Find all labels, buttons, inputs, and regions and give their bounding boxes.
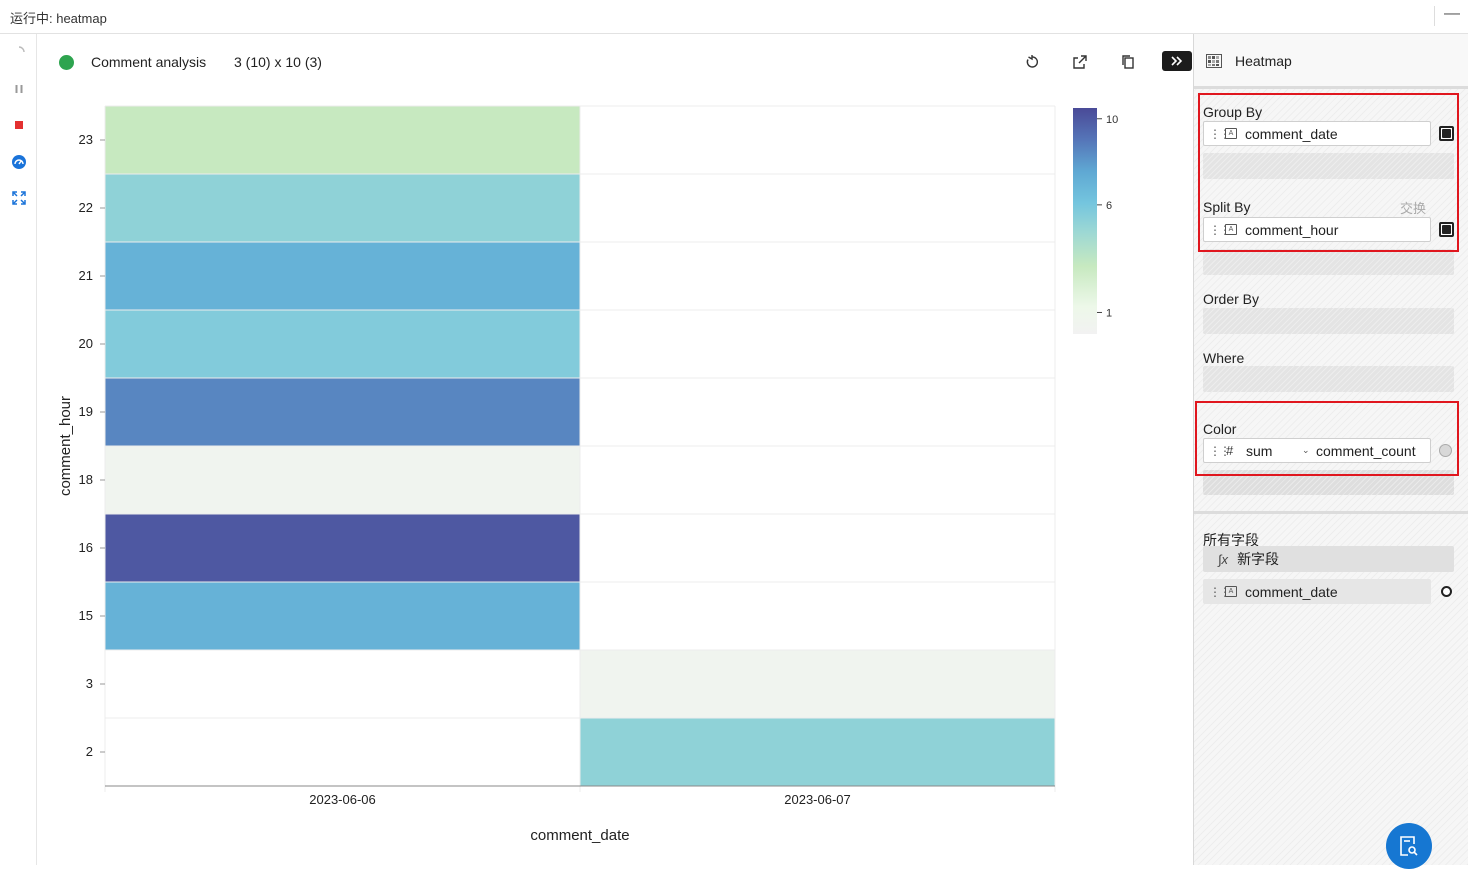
stop-icon[interactable] xyxy=(10,116,28,134)
y-tick-label: 19 xyxy=(79,404,93,419)
field-item-comment-date[interactable]: ⋮⋮ A comment_date xyxy=(1203,579,1431,604)
group-by-field-pill[interactable]: ⋮⋮ A comment_date xyxy=(1203,121,1431,146)
heatmap-cell xyxy=(105,106,580,174)
inspect-fab-button[interactable] xyxy=(1386,823,1432,869)
collapse-panel-button[interactable] xyxy=(1162,51,1192,71)
y-tick-label: 16 xyxy=(79,540,93,555)
panel-title: Heatmap xyxy=(1235,53,1292,69)
y-tick-label: 23 xyxy=(79,132,93,147)
swap-button[interactable]: 交换 xyxy=(1400,201,1427,216)
split-by-toggle[interactable] xyxy=(1439,222,1454,237)
order-by-label: Order By xyxy=(1203,291,1260,307)
split-by-field-pill[interactable]: ⋮⋮ A comment_hour xyxy=(1203,217,1431,242)
window-title: 运行中: heatmap xyxy=(10,11,107,26)
y-tick-labels: 23 22 21 20 19 18 16 15 3 2 xyxy=(79,132,105,759)
colorbar xyxy=(1073,108,1097,334)
color-field-name: comment_count xyxy=(1316,442,1416,459)
group-by-label: Group By xyxy=(1203,104,1263,120)
y-tick-label: 3 xyxy=(86,676,93,691)
function-icon: ∫x xyxy=(1218,551,1229,567)
order-by-dropzone[interactable] xyxy=(1203,308,1454,334)
color-field-pill[interactable]: ⋮⋮ # sum ⌄ comment_count xyxy=(1203,438,1431,463)
group-by-field-name: comment_date xyxy=(1245,125,1338,142)
colorbar-ticks: 10 6 1 xyxy=(1097,114,1118,319)
heatmap-icon xyxy=(1206,54,1222,73)
window-title-bar: 运行中: heatmap — xyxy=(0,0,1468,34)
copy-icon[interactable] xyxy=(1118,52,1138,72)
heatmap-cell xyxy=(105,242,580,310)
drag-handle-icon[interactable]: ⋮⋮ xyxy=(1209,584,1231,599)
string-type-icon: A xyxy=(1225,224,1237,235)
where-dropzone[interactable] xyxy=(1203,366,1454,392)
split-by-dropzone[interactable] xyxy=(1203,249,1454,275)
colorbar-tick-label: 6 xyxy=(1106,200,1112,212)
x-tick-label: 2023-06-06 xyxy=(309,792,376,807)
string-type-icon: A xyxy=(1225,128,1237,139)
heatmap-cell xyxy=(105,174,580,242)
chart-dimensions: 3 (10) x 10 (3) xyxy=(234,54,322,70)
heatmap-cell xyxy=(105,446,580,514)
field-item-name: comment_date xyxy=(1245,583,1338,600)
new-field-label: 新字段 xyxy=(1237,551,1280,567)
panel-header: Heatmap xyxy=(1194,34,1468,89)
heatmap-cells xyxy=(105,106,1055,786)
string-type-icon: A xyxy=(1225,586,1237,597)
where-label: Where xyxy=(1203,350,1245,366)
heatmap-cell xyxy=(105,514,580,582)
colorbar-tick-label: 1 xyxy=(1106,307,1112,319)
chevron-down-icon[interactable]: ⌄ xyxy=(1302,445,1310,455)
heatmap-cell xyxy=(105,310,580,378)
number-type-icon: # xyxy=(1226,443,1234,458)
left-toolbar xyxy=(0,34,37,865)
group-by-dropzone[interactable] xyxy=(1203,153,1454,179)
title-divider xyxy=(1434,6,1435,26)
refresh-icon[interactable] xyxy=(1022,52,1042,72)
expand-icon[interactable] xyxy=(10,189,28,207)
color-toggle[interactable] xyxy=(1439,444,1452,457)
split-by-label: Split By xyxy=(1203,199,1251,215)
heatmap-cell xyxy=(580,650,1055,718)
new-field-button[interactable]: ∫x 新字段 xyxy=(1203,546,1454,572)
y-tick-label: 15 xyxy=(79,608,93,623)
aggregate-select[interactable]: sum xyxy=(1246,442,1273,459)
y-tick-label: 22 xyxy=(79,200,93,215)
search-document-icon xyxy=(1400,836,1418,856)
chart-header: Comment analysis 3 (10) x 10 (3) xyxy=(37,40,1193,84)
y-tick-label: 2 xyxy=(86,744,93,759)
heatmap-cell xyxy=(105,582,580,650)
colorbar-tick-label: 10 xyxy=(1106,114,1118,126)
double-chevron-right-icon xyxy=(1171,56,1183,66)
status-indicator xyxy=(59,55,74,70)
minimize-button[interactable]: — xyxy=(1444,5,1460,22)
color-label: Color xyxy=(1203,421,1237,437)
pause-icon[interactable] xyxy=(10,80,28,98)
heatmap-cell xyxy=(580,718,1055,786)
x-axis-title: comment_date xyxy=(530,827,629,844)
x-tick-label: 2023-06-07 xyxy=(784,792,851,807)
panel-divider xyxy=(1194,511,1468,514)
y-axis-title: comment_hour xyxy=(57,396,74,496)
config-panel: Heatmap Group By ⋮⋮ A comment_date Split… xyxy=(1193,34,1468,869)
y-tick-label: 21 xyxy=(79,268,93,283)
group-by-toggle[interactable] xyxy=(1439,126,1454,141)
chart-title: Comment analysis xyxy=(91,54,207,70)
y-tick-label: 18 xyxy=(79,472,93,487)
all-fields-label: 所有字段 xyxy=(1203,532,1259,548)
highlight-box-group-split xyxy=(1198,93,1459,252)
split-by-field-name: comment_hour xyxy=(1245,221,1339,238)
open-external-icon[interactable] xyxy=(1070,52,1090,72)
x-tick-labels: 2023-06-06 2023-06-07 xyxy=(309,792,851,807)
gauge-icon[interactable] xyxy=(10,153,28,171)
highlight-box-color xyxy=(1195,401,1459,476)
spinner-icon xyxy=(10,43,28,61)
field-active-toggle[interactable] xyxy=(1441,586,1452,597)
heatmap-cell xyxy=(105,378,580,446)
y-tick-label: 20 xyxy=(79,336,93,351)
